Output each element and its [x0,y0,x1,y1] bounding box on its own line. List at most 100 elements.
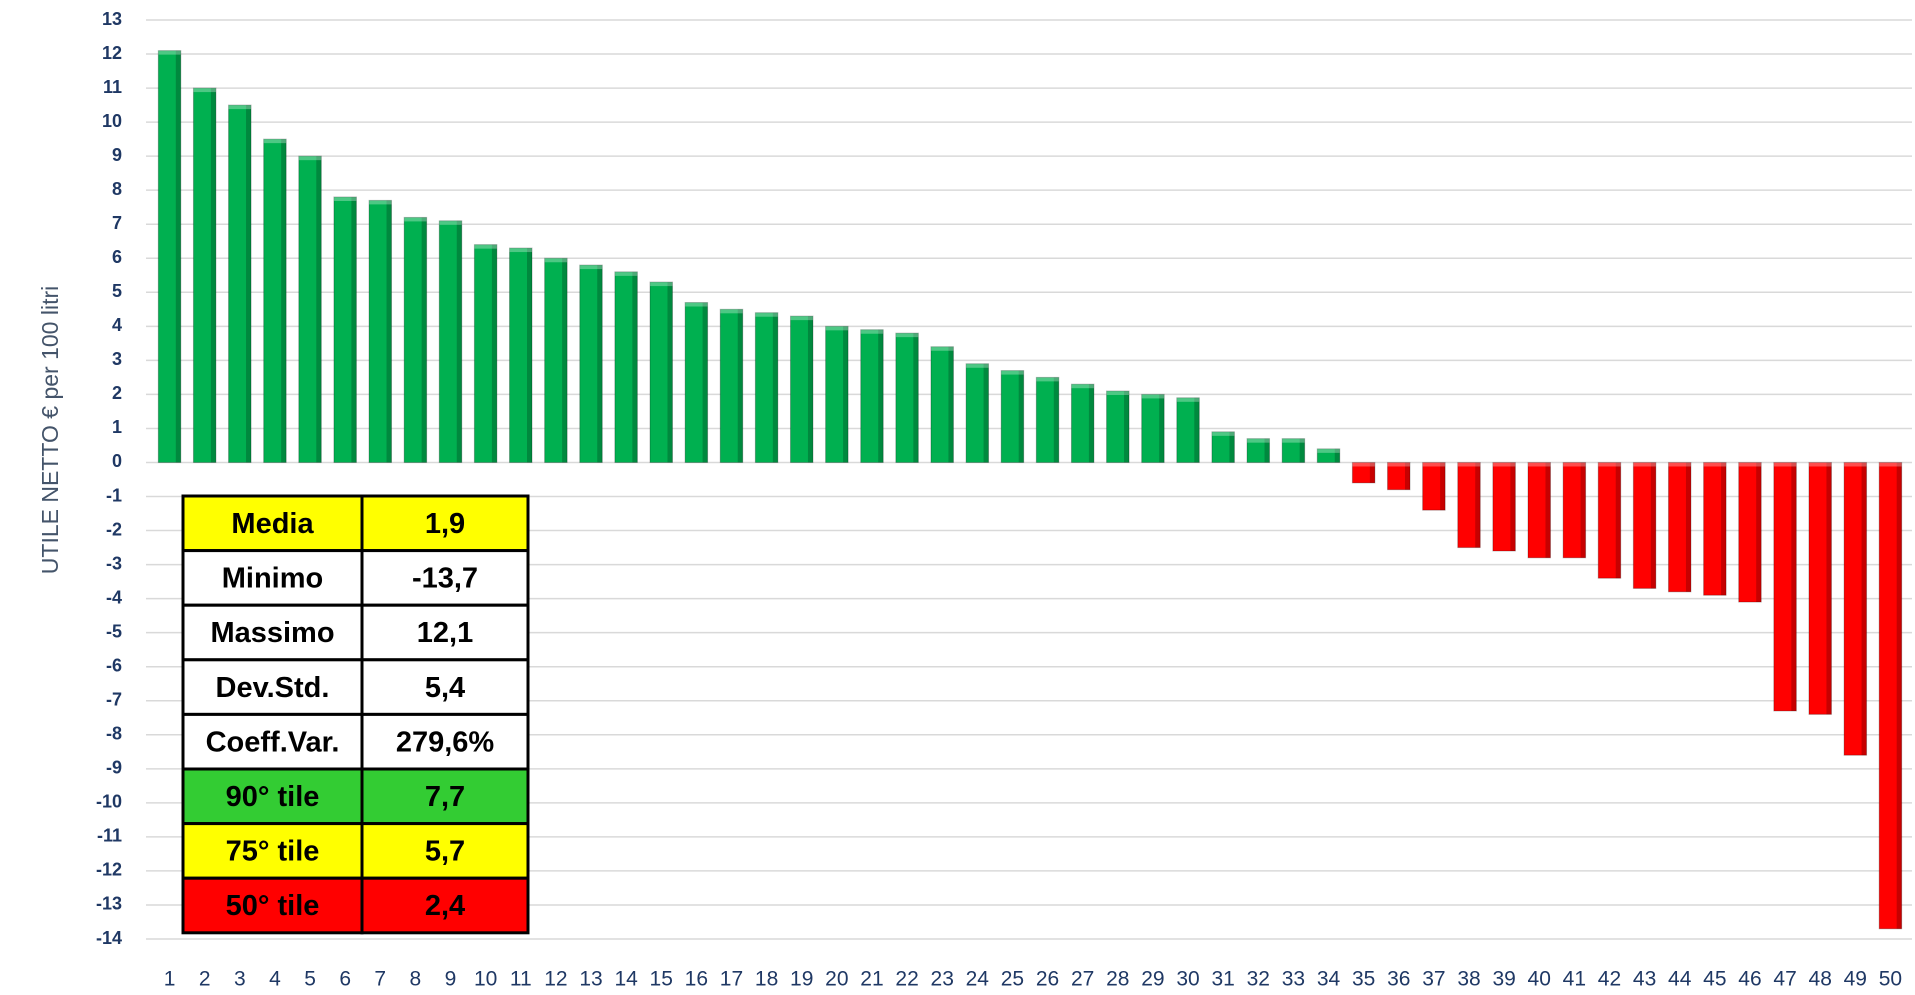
bar [1246,438,1271,463]
x-tick-label: 31 [1211,968,1234,991]
y-tick-label: -3 [106,553,122,573]
bar-side [1826,462,1832,715]
bar-group [1000,370,1025,463]
bar-top [755,312,778,317]
x-tick-label: 37 [1422,968,1445,991]
bar [719,308,744,463]
bar-group [1141,393,1165,463]
bar-side [1194,397,1200,463]
bar [1703,461,1727,596]
bar [754,312,779,463]
table-label: 50° tile [226,890,320,922]
bar-group [1387,461,1411,491]
bar-group [228,104,252,463]
y-tick-label: -8 [106,724,122,744]
y-tick-label: 5 [112,281,122,301]
bar-side [491,244,497,463]
bar-side [772,312,778,463]
bar [157,50,182,463]
bar-group [895,332,919,463]
bar [930,346,954,463]
x-tick-label: 41 [1563,968,1586,991]
bar-side [1545,462,1551,558]
x-tick-label: 43 [1633,968,1656,991]
x-tick-label: 25 [1001,968,1024,991]
x-tick-label: 49 [1844,968,1867,991]
bar-top [1668,462,1691,467]
bar-top [369,200,392,205]
bar-group [1281,438,1306,463]
table-label: Massimo [210,617,334,649]
x-tick-label: 2 [199,968,211,991]
table-label: Coeff.Var. [206,726,340,758]
bar-group [1176,397,1200,463]
bar-side [737,309,743,463]
table-value: 1,9 [425,508,465,540]
bar-top [1703,462,1727,467]
bar-group [754,312,779,463]
bar-side [1404,462,1410,490]
bar [1808,461,1832,715]
bar-side [913,333,919,463]
bar-top [1422,462,1446,467]
bar-group [1211,431,1235,463]
x-tick-label: 34 [1317,968,1341,991]
bar [1843,461,1868,756]
y-tick-label: -5 [106,621,122,641]
bar [965,363,990,463]
bar-side [386,200,392,463]
y-tick-label: -13 [96,894,122,914]
bar-side [1510,462,1516,551]
bar-side [1791,462,1797,711]
bar [544,257,568,463]
bar-group [649,281,673,463]
bar-group [1773,461,1797,712]
x-tick-label: 18 [755,968,778,991]
bar-top [1808,462,1832,467]
bar-side [1124,391,1130,463]
bar-side [421,217,427,463]
bar [614,271,638,463]
x-tick-label: 40 [1528,968,1551,991]
bar-group [1422,461,1446,511]
y-tick-label: 11 [103,77,122,97]
bar-side [1440,462,1446,511]
x-tick-label: 11 [510,968,532,991]
bar-top [193,88,216,93]
x-tick-label: 5 [304,968,316,991]
bar [1773,461,1797,712]
bar-group [1351,461,1376,484]
bar [1562,461,1587,559]
bar-side [1756,462,1762,603]
table-cell [360,767,530,826]
bar-side [1861,462,1867,756]
y-tick-label: -4 [106,587,122,607]
bar [1492,461,1516,552]
bar-group [1667,461,1692,593]
table-cell [181,603,364,662]
bar-group [1738,461,1762,603]
bar-top [298,156,322,161]
bar-side [526,248,532,463]
x-tick-label: 9 [445,968,457,991]
bar-top [544,258,568,263]
bar-top [1036,377,1059,382]
bar [579,264,603,463]
bar [1351,461,1376,484]
bar [263,138,287,463]
y-tick-label: -14 [96,928,122,948]
bar-side [702,302,708,463]
bar-side [1018,370,1024,463]
table-value: -13,7 [412,563,478,595]
bar-group [1703,461,1727,596]
bar-group [965,363,990,463]
bar [1070,383,1095,463]
y-tick-label: 8 [112,179,122,199]
bar-side [175,50,181,463]
x-tick-label: 22 [895,968,918,991]
bar-top [228,105,252,110]
bar-side [1159,394,1165,463]
x-tick-label: 38 [1457,968,1480,991]
x-tick-label: 46 [1738,968,1761,991]
y-tick-label: 6 [112,247,122,267]
